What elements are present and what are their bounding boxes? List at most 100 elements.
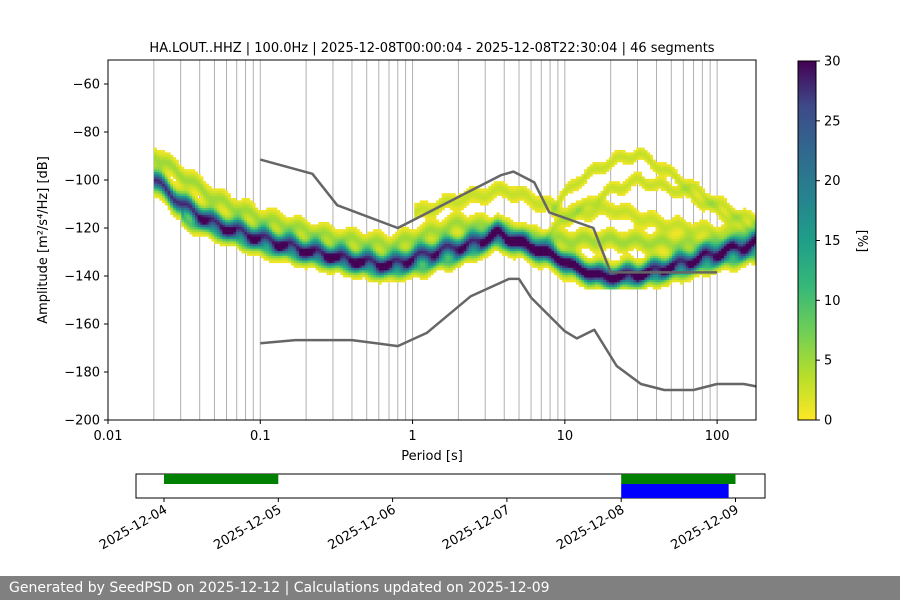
density-cell — [603, 234, 607, 237]
density-cell — [307, 246, 311, 249]
density-cell — [189, 217, 193, 220]
density-cell — [521, 231, 525, 235]
density-cell — [447, 193, 451, 196]
density-cell — [378, 265, 382, 268]
density-cell — [639, 243, 643, 247]
density-cell — [288, 260, 292, 264]
density-cell — [641, 277, 645, 280]
density-cell — [477, 234, 481, 237]
density-cell — [449, 214, 453, 218]
density-cell — [556, 234, 560, 237]
density-cell — [153, 190, 157, 194]
density-cell — [430, 262, 434, 266]
density-cell — [578, 267, 582, 271]
density-cell — [603, 198, 607, 201]
density-cell — [203, 190, 207, 194]
density-cell — [521, 248, 525, 252]
density-cell — [485, 250, 489, 254]
density-cell — [449, 262, 453, 266]
density-cell — [639, 178, 643, 182]
density-cell — [178, 214, 182, 218]
density-cell — [447, 253, 451, 256]
density-cell — [652, 159, 656, 163]
density-cell — [274, 231, 278, 235]
density-cell — [663, 279, 667, 283]
density-cell — [578, 214, 582, 218]
density-cell — [570, 270, 574, 273]
density-cell — [441, 258, 445, 261]
density-cell — [460, 253, 464, 256]
density-cell — [485, 241, 489, 244]
density-cell — [183, 174, 188, 177]
density-cell — [565, 250, 569, 254]
density-cell — [419, 234, 423, 237]
density-cell — [414, 253, 418, 256]
density-cell — [529, 248, 533, 252]
density-cell — [545, 260, 549, 264]
density-cell — [427, 205, 431, 208]
density-cell — [554, 272, 558, 276]
density-cell — [504, 253, 508, 256]
density-cell — [244, 234, 248, 237]
density-cell — [249, 219, 253, 223]
density-cell — [592, 262, 596, 266]
density-cell — [628, 214, 632, 218]
density-cell — [378, 260, 382, 264]
density-cell — [617, 277, 621, 280]
density-cell — [586, 200, 590, 204]
density-cell — [573, 270, 577, 273]
density-cell — [386, 241, 390, 244]
density-cell — [606, 236, 610, 240]
density-cell — [543, 229, 547, 232]
density-cell — [562, 246, 566, 249]
density-cell — [477, 250, 481, 254]
density-cell — [389, 246, 393, 249]
density-cell — [153, 181, 157, 184]
density-cell — [515, 253, 519, 256]
density-cell — [241, 248, 245, 252]
density-cell — [312, 246, 316, 249]
density-cell — [581, 207, 585, 211]
density-cell — [414, 250, 418, 254]
density-cell — [194, 176, 198, 180]
density-cell — [197, 202, 201, 206]
density-cell — [370, 265, 374, 268]
density-cell — [518, 255, 522, 259]
density-cell — [436, 250, 440, 254]
density-cell — [162, 152, 166, 156]
density-cell — [537, 255, 541, 259]
density-cell — [332, 272, 336, 276]
density-cell — [241, 231, 245, 235]
density-cell — [586, 217, 590, 220]
density-cell — [162, 157, 166, 160]
density-cell — [622, 253, 626, 256]
density-cell — [260, 231, 264, 235]
density-cell — [400, 262, 404, 266]
density-cell — [192, 214, 196, 218]
density-cell — [644, 222, 648, 225]
density-cell — [178, 164, 182, 168]
density-cell — [334, 262, 338, 266]
density-cell — [438, 243, 442, 247]
density-cell — [310, 243, 314, 247]
density-cell — [496, 243, 500, 247]
density-cell — [414, 212, 418, 216]
density-cell — [153, 183, 157, 187]
density-cell — [192, 226, 196, 230]
density-cell — [307, 222, 311, 225]
density-cell — [268, 246, 273, 249]
density-cell — [540, 234, 544, 237]
density-cell — [312, 262, 316, 266]
density-cell — [567, 241, 571, 244]
density-cell — [611, 226, 615, 230]
density-cell — [501, 183, 505, 187]
density-cell — [433, 229, 437, 232]
density-cell — [258, 234, 262, 237]
density-cell — [268, 226, 273, 230]
density-cell — [430, 202, 434, 206]
density-cell — [356, 229, 360, 232]
density-cell — [458, 200, 462, 204]
density-cell — [499, 229, 503, 232]
density-cell — [288, 236, 292, 240]
density-cell — [652, 267, 656, 271]
